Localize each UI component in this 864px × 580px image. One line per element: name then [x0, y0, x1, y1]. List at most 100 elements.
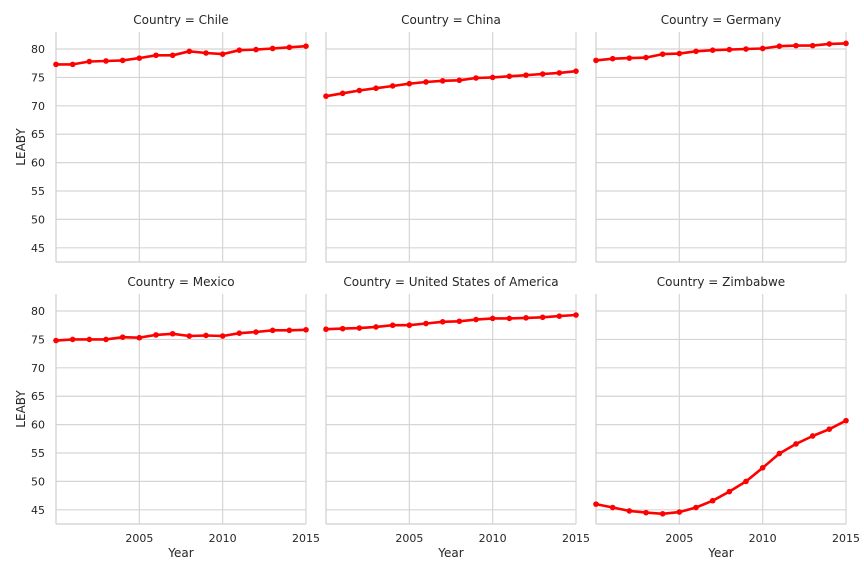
y-tick-label: 50 — [31, 213, 45, 226]
data-point-country-china — [356, 87, 363, 94]
data-point-country-germany — [609, 55, 616, 62]
data-point-country-mexico — [86, 336, 93, 343]
data-point-country-mexico — [153, 332, 159, 338]
data-point-country-united-states-of-america — [489, 315, 496, 322]
data-point-country-zimbabwe — [776, 450, 783, 457]
data-point-country-zimbabwe — [709, 497, 716, 504]
data-point-country-germany — [809, 42, 816, 49]
data-point-country-chile — [153, 52, 159, 59]
y-tick-label: 70 — [31, 100, 45, 113]
data-point-country-mexico — [169, 330, 176, 337]
y-tick-label: 60 — [31, 157, 45, 170]
facet-title: Country = Mexico — [127, 275, 234, 289]
y-tick-label: 60 — [31, 419, 45, 432]
data-point-country-china — [489, 74, 496, 81]
facet-title: Country = China — [401, 13, 501, 27]
y-tick-label: 65 — [31, 128, 45, 141]
facet-title: Country = Germany — [661, 13, 782, 27]
x-tick-label: 2005 — [395, 532, 423, 545]
data-point-country-united-states-of-america — [556, 313, 563, 319]
facet-title: Country = United States of America — [343, 275, 558, 289]
series-line-country-mexico — [54, 328, 308, 342]
data-point-country-zimbabwe — [809, 433, 816, 439]
series-line-country-china — [324, 69, 578, 98]
data-point-country-china — [556, 70, 563, 76]
data-point-country-germany — [826, 41, 833, 47]
data-point-country-united-states-of-america — [389, 322, 396, 329]
y-tick-label: 55 — [31, 185, 45, 198]
data-point-country-zimbabwe — [793, 441, 799, 447]
data-point-country-chile — [169, 52, 176, 59]
data-point-country-united-states-of-america — [373, 324, 379, 330]
data-point-country-zimbabwe — [759, 464, 766, 471]
series-line-country-united-states-of-america — [324, 313, 578, 331]
data-point-country-china — [539, 71, 546, 77]
y-tick-label: 45 — [31, 242, 45, 255]
data-point-country-mexico — [303, 326, 309, 333]
series-line-country-germany — [594, 42, 848, 62]
data-point-country-china — [439, 78, 446, 84]
data-point-country-mexico — [286, 327, 293, 334]
data-point-country-germany — [593, 57, 599, 64]
x-tick-label: 2005 — [665, 532, 693, 545]
data-point-country-zimbabwe — [743, 478, 749, 485]
y-tick-label: 80 — [31, 43, 45, 56]
data-point-country-germany — [843, 40, 849, 47]
data-point-country-mexico — [203, 332, 209, 339]
data-point-country-germany — [693, 48, 699, 55]
data-point-country-zimbabwe — [626, 508, 633, 514]
data-point-country-china — [406, 80, 413, 87]
y-tick-label: 75 — [31, 333, 45, 346]
x-axis-label: Year — [437, 546, 463, 560]
data-point-country-united-states-of-america — [506, 315, 513, 322]
data-point-country-germany — [709, 47, 716, 53]
y-tick-label: 80 — [31, 305, 45, 318]
y-tick-label: 75 — [31, 71, 45, 84]
data-point-country-china — [323, 93, 329, 99]
data-point-country-zimbabwe — [843, 417, 849, 424]
series-line-country-chile — [54, 44, 308, 66]
data-point-country-zimbabwe — [593, 501, 599, 507]
data-point-country-china — [389, 83, 396, 89]
data-point-country-germany — [626, 55, 633, 61]
data-point-country-united-states-of-america — [473, 316, 479, 323]
data-point-country-mexico — [136, 334, 143, 341]
data-point-country-chile — [236, 47, 243, 53]
series-line-country-zimbabwe — [594, 419, 848, 516]
data-point-country-zimbabwe — [659, 510, 666, 517]
y-tick-label: 50 — [31, 475, 45, 488]
data-point-country-mexico — [219, 333, 226, 339]
data-point-country-united-states-of-america — [323, 326, 329, 333]
data-point-country-united-states-of-america — [439, 319, 446, 325]
data-point-country-chile — [269, 45, 276, 52]
y-axis-label: LEABY — [14, 128, 28, 166]
data-point-country-zimbabwe — [693, 504, 699, 511]
data-point-country-germany — [743, 46, 749, 52]
data-point-country-germany — [676, 50, 683, 57]
data-point-country-mexico — [53, 337, 59, 344]
x-tick-label: 2015 — [832, 532, 860, 545]
data-point-country-germany — [776, 43, 783, 49]
data-point-country-chile — [69, 61, 76, 68]
y-tick-label: 70 — [31, 362, 45, 375]
data-point-country-zimbabwe — [826, 426, 833, 432]
data-point-country-china — [423, 79, 429, 85]
data-point-country-chile — [119, 57, 126, 64]
x-axis-label: Year — [167, 546, 193, 560]
x-axis-label: Year — [707, 546, 733, 560]
data-point-country-chile — [303, 43, 309, 49]
data-point-country-chile — [53, 61, 59, 68]
data-point-country-china — [506, 73, 513, 80]
data-point-country-chile — [219, 51, 226, 57]
data-point-country-zimbabwe — [643, 509, 649, 516]
data-point-country-chile — [203, 50, 209, 56]
data-point-country-mexico — [186, 333, 193, 339]
data-point-country-united-states-of-america — [356, 325, 363, 331]
data-point-country-chile — [286, 44, 293, 51]
data-point-country-zimbabwe — [609, 504, 616, 511]
data-point-country-united-states-of-america — [406, 322, 413, 329]
data-point-country-united-states-of-america — [339, 325, 346, 332]
data-point-country-chile — [86, 58, 93, 65]
